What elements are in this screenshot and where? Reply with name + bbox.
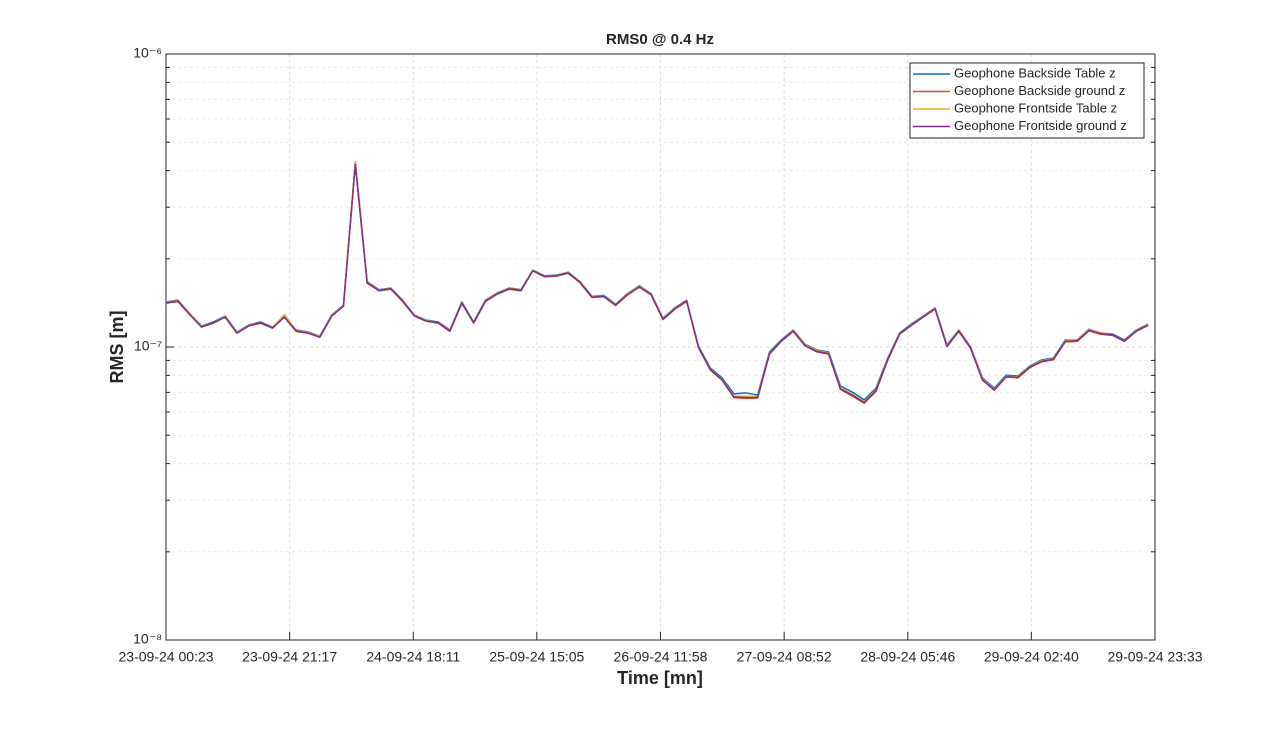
legend-label: Geophone Backside Table z xyxy=(954,65,1116,80)
x-tick-label: 28-09-24 05:46 xyxy=(860,649,955,665)
line xyxy=(165,163,1149,404)
y-axis-label: RMS [m] xyxy=(107,311,127,384)
legend-label: Geophone Frontside Table z xyxy=(954,100,1117,115)
y-tick-label: 10⁻⁸ xyxy=(133,631,162,647)
legend-label: Geophone Frontside ground z xyxy=(954,118,1127,133)
y-tick-label: 10⁻⁶ xyxy=(133,45,162,61)
x-tick-label: 25-09-24 15:05 xyxy=(489,649,584,665)
x-tick-label: 27-09-24 08:52 xyxy=(737,649,832,665)
y-tick-label: 10⁻⁷ xyxy=(134,338,162,354)
x-tick-label: 23-09-24 00:23 xyxy=(119,649,214,665)
x-tick-label: 24-09-24 18:11 xyxy=(366,649,460,665)
legend-label: Geophone Backside ground z xyxy=(954,83,1125,98)
x-tick-label: 29-09-24 23:33 xyxy=(1108,649,1203,665)
x-tick-label: 23-09-24 21:17 xyxy=(242,649,337,665)
chart-title: RMS0 @ 0.4 Hz xyxy=(606,31,714,48)
axes-box xyxy=(165,53,1156,641)
legend-box xyxy=(909,62,1145,139)
x-axis-label: Time [mn] xyxy=(617,668,703,688)
x-tick-label: 29-09-24 02:40 xyxy=(984,649,1079,665)
x-tick-label: 26-09-24 11:58 xyxy=(614,649,708,665)
